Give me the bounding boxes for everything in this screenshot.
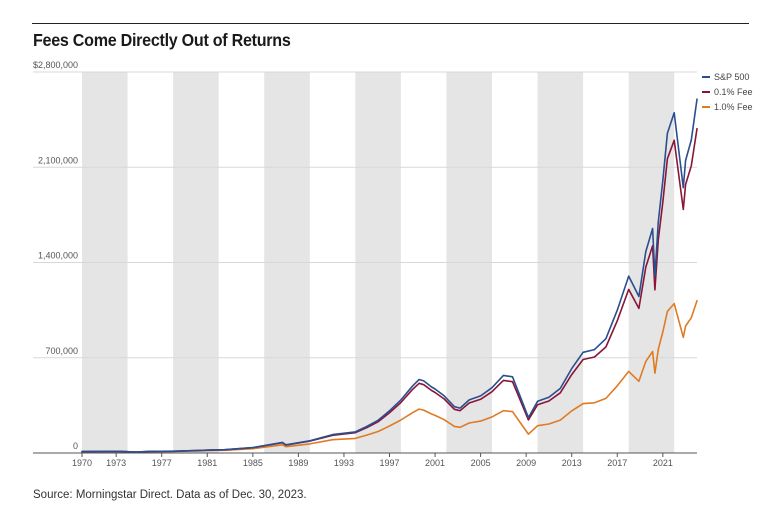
x-tick-label: 1993 [334,458,354,468]
y-axis-labels: $2,800,000 2,100,000 1,400,000 700,000 0 [33,60,78,451]
source-note: Source: Morningstar Direct. Data as of D… [33,489,307,501]
legend-label: 1.0% Fee [714,102,753,112]
legend: S&P 500 0.1% Fee 1.0% Fee [702,72,753,112]
x-tick-label: 2005 [471,458,491,468]
y-tick-label: 2,100,000 [38,155,78,165]
legend-label: S&P 500 [714,72,749,82]
x-tick-label: 2013 [562,458,582,468]
legend-label: 0.1% Fee [714,87,753,97]
series-line-s-p-500 [81,98,698,453]
y-tick-label: 700,000 [45,346,78,356]
y-tick-label: 0 [73,441,78,451]
x-tick-label: 1989 [288,458,308,468]
y-tick-label: $2,800,000 [33,60,78,70]
x-tick-label: 1985 [243,458,263,468]
gridlines [33,71,697,359]
x-axis: 1970 1973 1977 1981 1985 1989 1993 1997 2001 2005… [33,452,697,468]
x-tick-label: 1973 [106,458,126,468]
x-tick-label: 2001 [425,458,445,468]
x-tick-label: 2009 [516,458,536,468]
x-tick-label: 1977 [152,458,172,468]
y-tick-label: 1,400,000 [38,251,78,261]
x-tick-label: 2021 [653,458,673,468]
series-lines [81,98,698,453]
top-rule [32,23,749,24]
series-line-1-0-fee [81,299,698,453]
x-tick-label: 1970 [72,458,92,468]
x-tick-label: 2017 [607,458,627,468]
x-tick-label: 1981 [197,458,217,468]
x-tick-label: 1997 [379,458,399,468]
chart-title: Fees Come Directly Out of Returns [33,30,291,50]
